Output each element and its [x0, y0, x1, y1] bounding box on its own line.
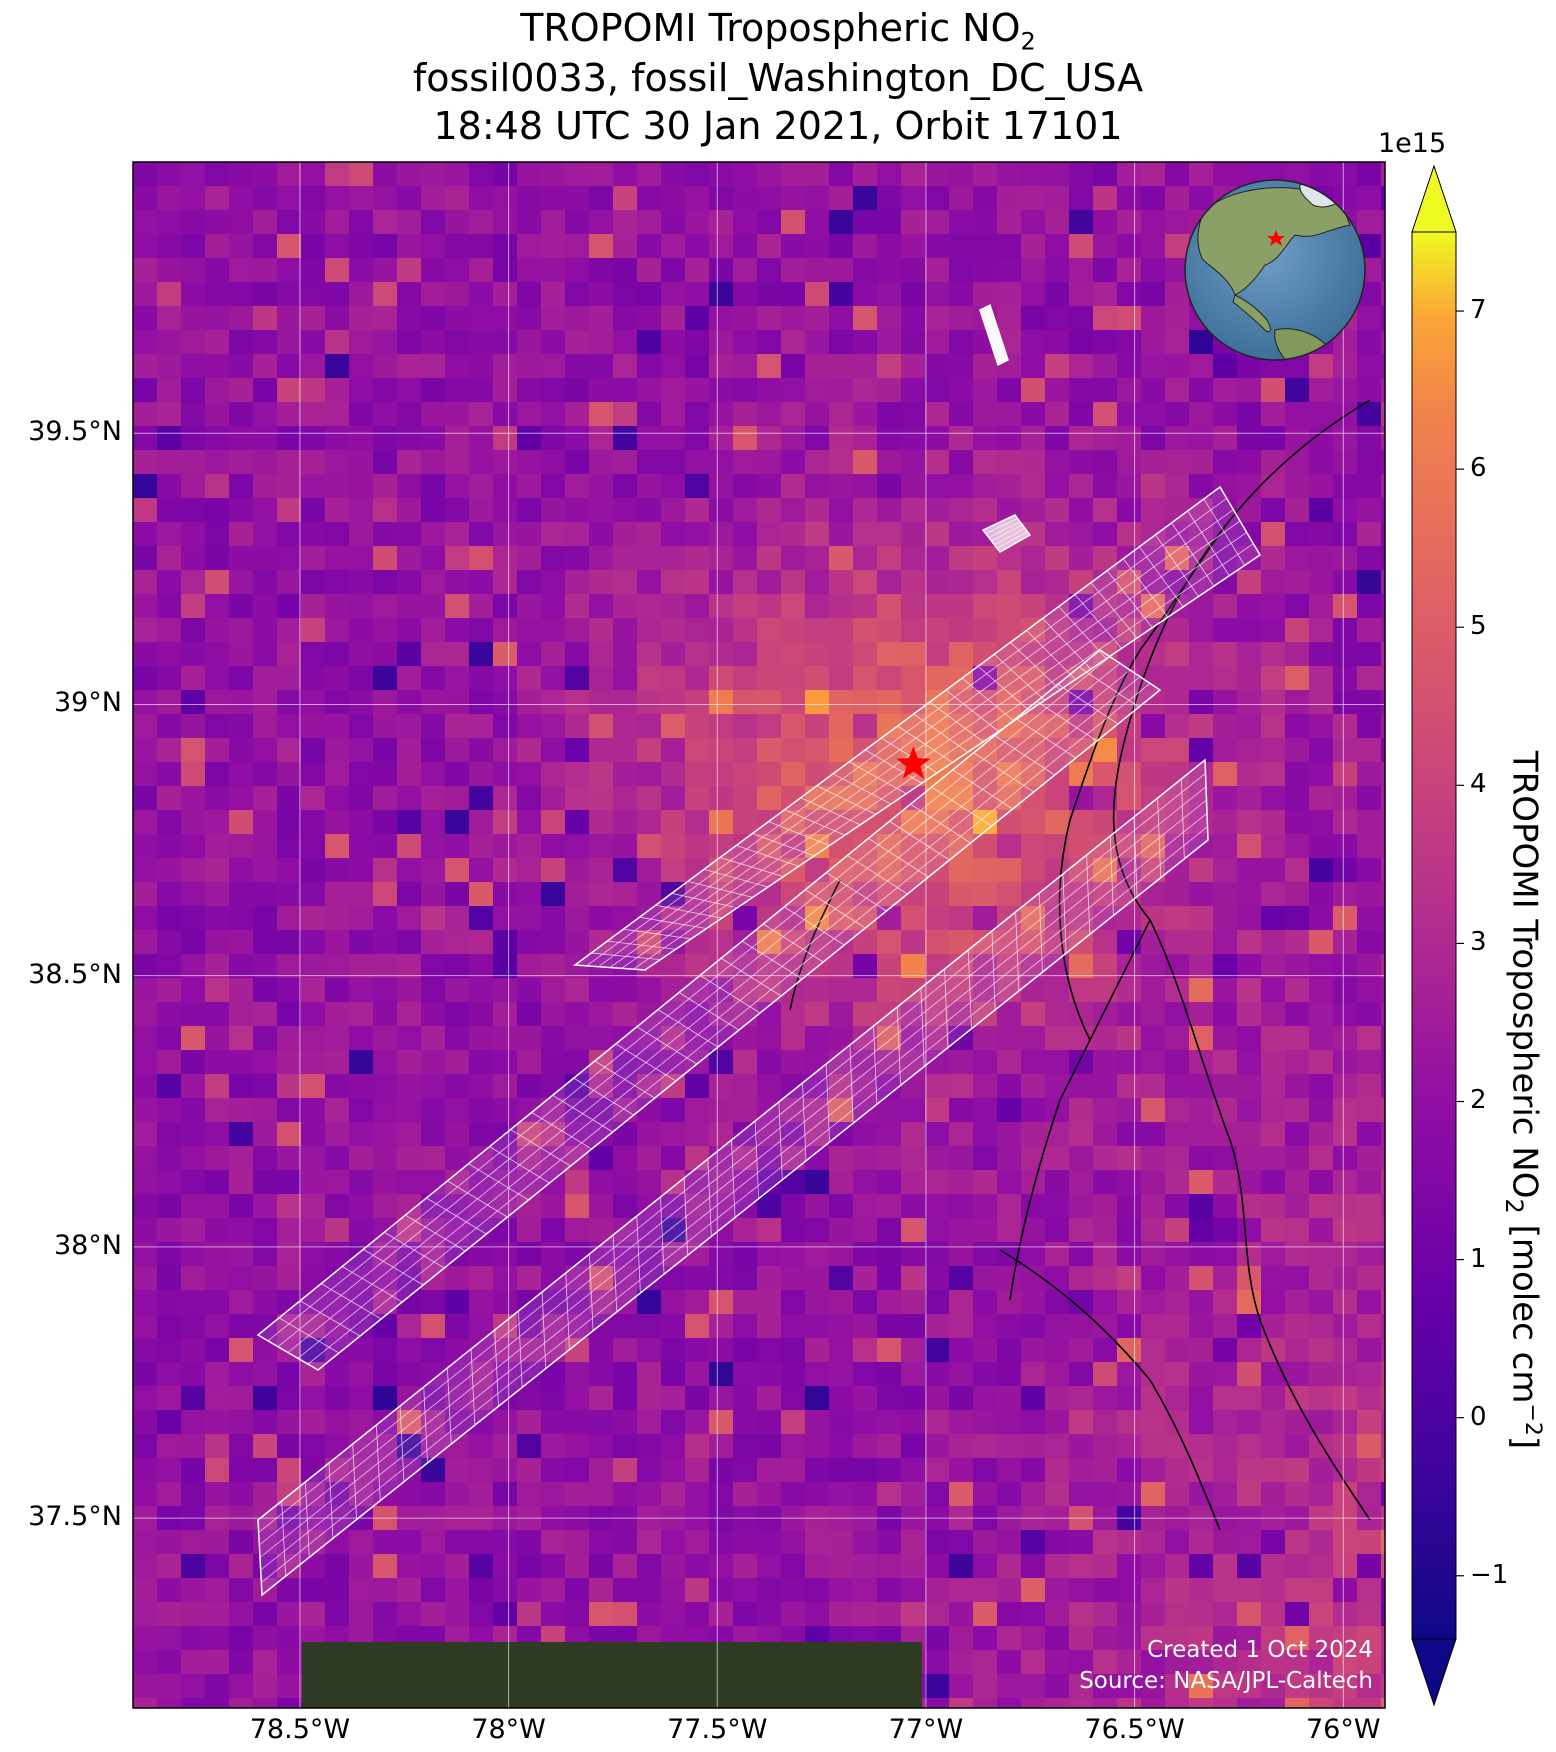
colorbar-label-sub: 2 [1499, 1198, 1528, 1214]
lon-tick-label: 78.5°W [249, 1714, 351, 1745]
lon-tick-label: 77.5°W [667, 1714, 768, 1745]
globe-inset [1184, 179, 1366, 361]
colorbar-label-prefix: TROPOMI Tropospheric NO [1504, 750, 1545, 1199]
map-title-line1: TROPOMI Tropospheric NO2 [0, 6, 1556, 64]
lat-tick-label: 39°N [53, 687, 122, 719]
title-prefix: TROPOMI Tropospheric NO [520, 6, 1021, 50]
lon-tick-label: 77°W [888, 1714, 964, 1745]
lat-tick-label: 38.5°N [28, 958, 122, 990]
colorbar-tick-label: 5 [1470, 611, 1487, 642]
target-location-star [896, 746, 931, 779]
colorbar-tick-label: 1 [1470, 1243, 1487, 1274]
map-title-line2: fossil0033, fossil_Washington_DC_USA [412, 56, 1144, 100]
lat-tick-label: 39.5°N [28, 416, 122, 448]
colorbar-label-sup: −2 [1520, 1403, 1545, 1436]
colorbar-tick-label: −1 [1470, 1559, 1509, 1590]
lat-tick-label: 38°N [53, 1229, 122, 1261]
colorbar-tick-label: 2 [1470, 1085, 1487, 1116]
colorbar-tick-label: 7 [1470, 295, 1487, 326]
title-subscript: 2 [1020, 27, 1036, 56]
colorbar-top-arrow [1411, 164, 1457, 233]
source-credit: Source: NASA/JPL-Caltech [1079, 1668, 1373, 1694]
coastline [789, 399, 1371, 1531]
colorbar-bottom-arrow [1411, 1638, 1457, 1707]
missing-data-strip [302, 1642, 922, 1708]
lon-tick-label: 76.5°W [1084, 1714, 1185, 1745]
swath-small-north [981, 514, 1032, 553]
created-credit: Created 1 Oct 2024 [1147, 1637, 1373, 1663]
central-america-landmass [1232, 294, 1271, 333]
lat-tick-label: 37.5°N [28, 1501, 122, 1533]
colorbar-multiplier: 1e15 [1378, 128, 1447, 159]
colorbar-label-suffix: ] [1504, 1435, 1545, 1450]
lon-tick-label: 76°W [1305, 1714, 1381, 1745]
lon-tick-label: 78°W [471, 1714, 546, 1745]
swath-middle [256, 649, 1162, 1371]
swath-upper [572, 485, 1262, 971]
colorbar-tick-label: 4 [1470, 769, 1487, 800]
colorbar-label-mid: [molec cm [1504, 1213, 1545, 1404]
globe-target-star [1267, 230, 1285, 246]
colorbar-tick-label: 3 [1470, 927, 1487, 958]
colorbar-tick-label: 0 [1470, 1401, 1487, 1432]
swath-lower [257, 758, 1209, 1597]
colorbar-label: TROPOMI Tropospheric NO2 [molec cm−2] [1495, 500, 1545, 1700]
map-frame [132, 161, 1386, 1709]
colorbar [1411, 164, 1464, 1707]
map-title-line3: 18:48 UTC 30 Jan 2021, Orbit 17101 [433, 104, 1123, 148]
colorbar-tick-label: 6 [1470, 453, 1487, 484]
swath-tiny [979, 303, 1009, 367]
